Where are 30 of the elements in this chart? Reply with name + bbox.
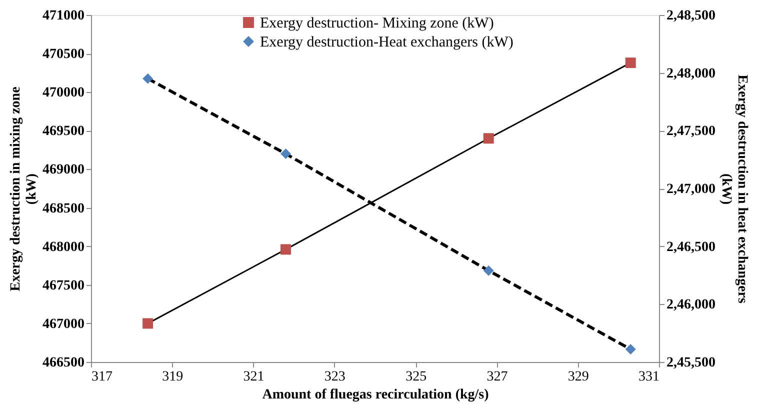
y-axis-title: Exergy destruction in mixing zone (kW) <box>8 86 40 292</box>
y2-axis-title: Exergy destruction in heat exchangers (kW) <box>718 74 750 304</box>
y-tick-label: 469500 <box>42 124 84 140</box>
legend-label: Exergy destruction- Mixing zone (kW) <box>260 16 494 32</box>
x-tick-label: 323 <box>324 370 346 384</box>
y-tick-label: 467500 <box>42 278 84 294</box>
y2-tick-label: 2,48,500 <box>666 8 716 24</box>
y-tick-label: 467000 <box>42 316 84 332</box>
x-tick-label: 317 <box>92 370 112 384</box>
y-tick-label: 468500 <box>42 201 84 216</box>
x-axis-title: Amount of fluegas recirculation (kg/s) <box>262 388 490 402</box>
y-tick-label: 466500 <box>42 356 84 370</box>
legend-label: Exergy destruction-Heat exchangers (kW) <box>260 34 514 50</box>
x-tick-label: 319 <box>162 370 184 384</box>
y2-tick-label: 2,47,000 <box>666 182 716 197</box>
y-tick-label: 469000 <box>42 162 84 178</box>
y2-tick-label: 2,48,000 <box>666 66 716 82</box>
y2-tick-label: 2,45,500 <box>666 356 716 370</box>
x-tick-label: 327 <box>486 370 508 384</box>
y2-tick-label: 2,46,000 <box>666 298 716 313</box>
y-tick-label: 471000 <box>42 8 84 24</box>
x-tick-label: 325 <box>406 370 427 384</box>
x-tick-label: 329 <box>568 370 589 384</box>
y2-tick-label: 2,46,500 <box>666 240 716 255</box>
y2-tick-label: 2,47,500 <box>666 124 716 140</box>
x-tick-label: 321 <box>243 370 264 384</box>
x-tick-label: 331 <box>638 370 660 384</box>
y-tick-label: 470000 <box>42 86 84 101</box>
y-tick-label: 470500 <box>42 47 84 62</box>
y-tick-label: 468000 <box>42 240 84 255</box>
